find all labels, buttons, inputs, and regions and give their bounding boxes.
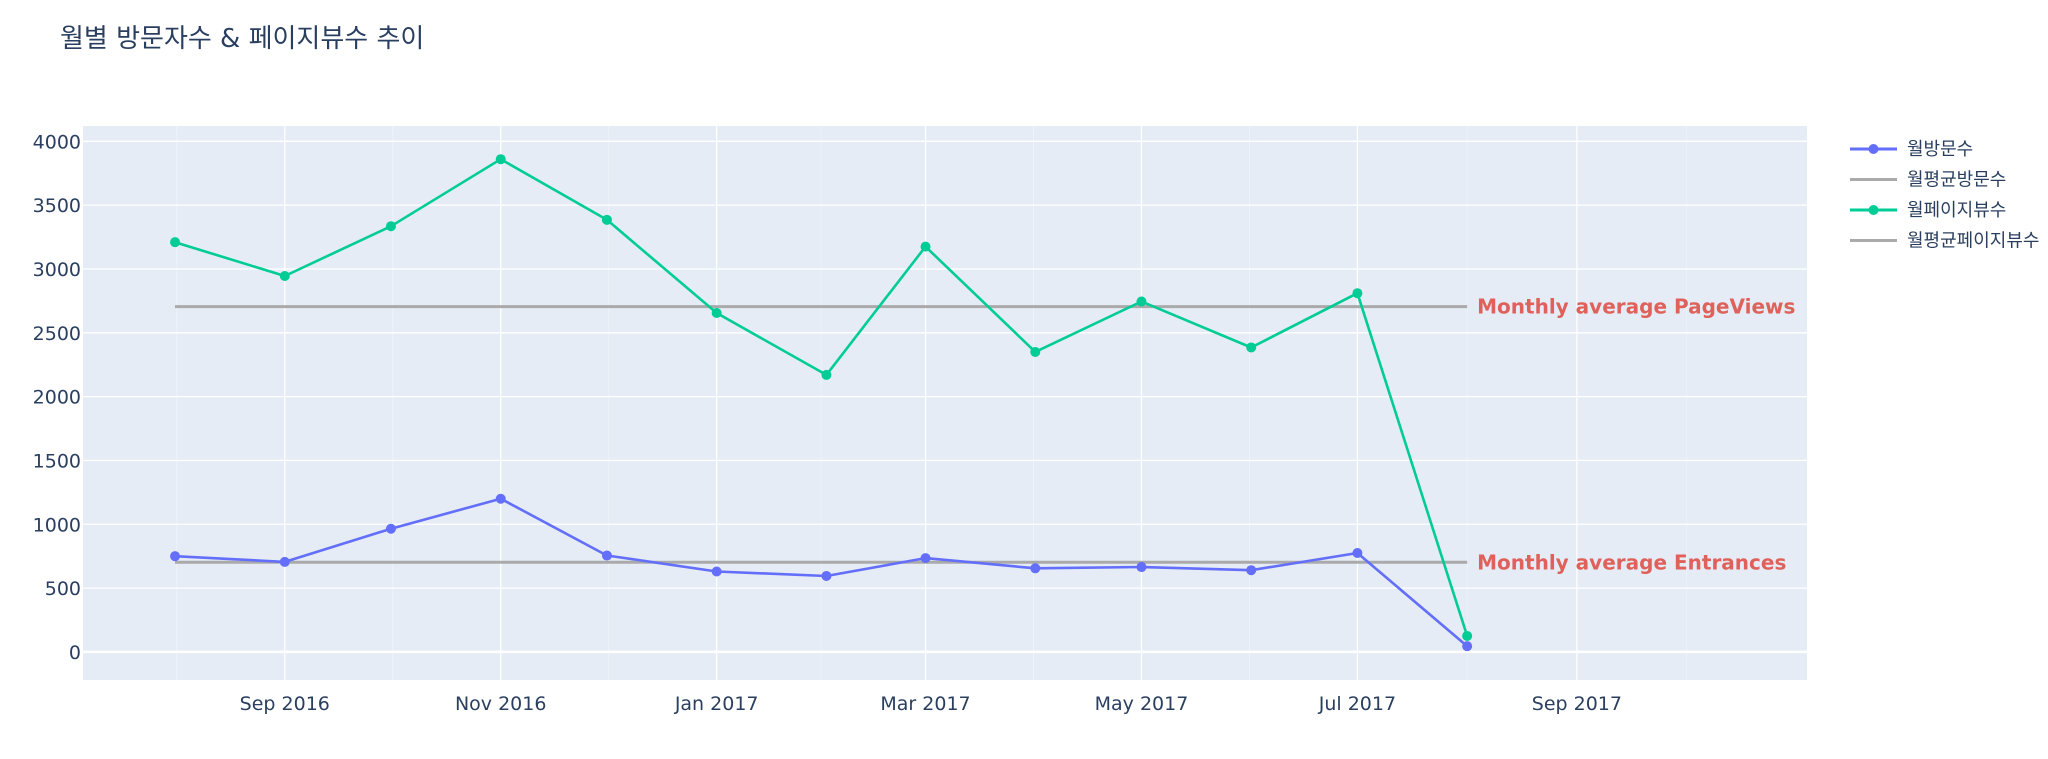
legend-label: 월평균페이지뷰수: [1907, 231, 2039, 252]
x-tick-label: Sep 2016: [240, 693, 330, 715]
y-tick-label: 2000: [33, 387, 81, 409]
data-point: [1352, 547, 1363, 558]
data-point: [920, 553, 931, 564]
y-tick-label: 1500: [33, 450, 81, 472]
data-point: [1246, 342, 1257, 353]
data-point: [279, 270, 290, 281]
data-point: [1030, 563, 1041, 574]
data-point: [711, 308, 722, 319]
annotation-label: Monthly average PageViews: [1477, 295, 1795, 319]
data-point: [1030, 346, 1041, 357]
x-tick-label: Jan 2017: [674, 693, 759, 715]
data-point: [711, 566, 722, 577]
y-tick-label: 1000: [33, 514, 81, 536]
y-tick-label: 2500: [33, 323, 81, 345]
legend-label: 월방문수: [1907, 139, 1973, 160]
data-point: [170, 237, 181, 248]
data-point: [1462, 630, 1473, 641]
y-tick-label: 3500: [33, 195, 81, 217]
data-point: [1462, 641, 1473, 652]
y-tick-label: 500: [45, 578, 81, 600]
x-tick-label: Mar 2017: [880, 693, 970, 715]
data-point: [1246, 565, 1257, 576]
legend-label: 월평균방문수: [1907, 170, 2006, 191]
data-point: [601, 214, 612, 225]
data-point: [821, 369, 832, 380]
x-tick-label: Sep 2017: [1532, 693, 1622, 715]
data-point: [821, 570, 832, 581]
plot-background: [83, 126, 1807, 680]
data-point: [1136, 562, 1147, 573]
data-point: [1136, 296, 1147, 307]
data-point: [385, 221, 396, 232]
data-point: [385, 523, 396, 534]
legend-marker: [1868, 205, 1879, 215]
x-tick-label: May 2017: [1095, 693, 1189, 715]
legend-label: 월페이지뷰수: [1907, 200, 2006, 221]
data-point: [1352, 288, 1363, 299]
data-point: [495, 154, 506, 165]
data-point: [170, 551, 181, 562]
annotation-label: Monthly average Entrances: [1477, 550, 1786, 574]
data-point: [601, 550, 612, 561]
data-point: [920, 241, 931, 252]
chart-title: 월별 방문자수 & 페이지뷰수 추이: [60, 24, 425, 54]
y-tick-label: 4000: [33, 131, 81, 153]
x-tick-label: Jul 2017: [1318, 693, 1396, 715]
legend-marker: [1868, 144, 1879, 154]
data-point: [495, 493, 506, 504]
y-tick-label: 3000: [33, 259, 81, 281]
data-point: [279, 556, 290, 567]
x-tick-label: Nov 2016: [455, 693, 546, 715]
y-tick-label: 0: [69, 642, 81, 664]
